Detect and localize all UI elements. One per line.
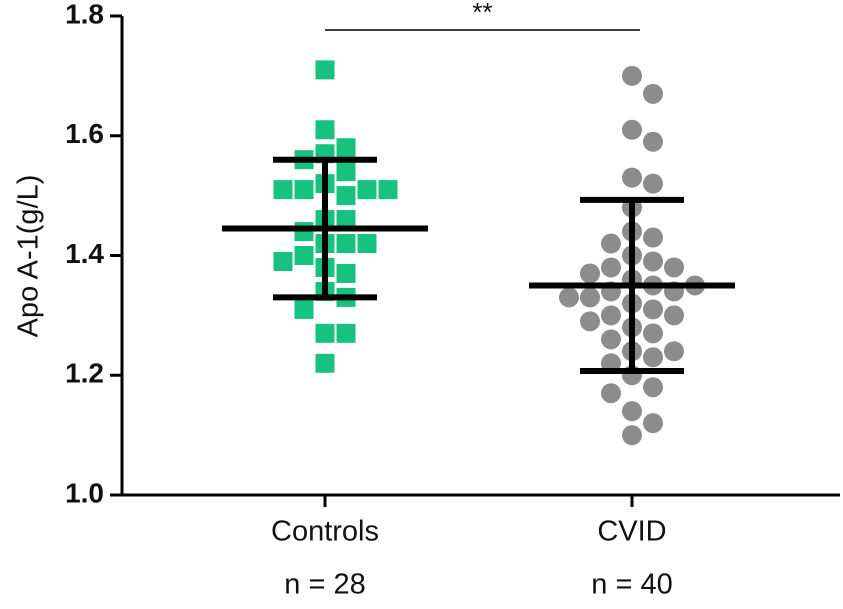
significance-label: ** (472, 0, 492, 27)
x-tick-label: CVID (597, 516, 666, 548)
point (643, 347, 663, 368)
point (559, 287, 579, 308)
point (643, 131, 663, 152)
point (622, 65, 642, 86)
point (664, 341, 684, 362)
point (622, 425, 642, 446)
point (664, 305, 684, 326)
point (580, 287, 600, 308)
point (622, 167, 642, 188)
point (315, 60, 335, 80)
point (357, 180, 377, 200)
point (643, 251, 663, 272)
point (273, 251, 293, 271)
point (580, 311, 600, 332)
y-tick-label: 1.0 (65, 477, 104, 508)
point (643, 227, 663, 248)
point (601, 305, 621, 326)
y-tick-label: 1.2 (65, 358, 104, 389)
n-label: n = 28 (284, 569, 365, 601)
point (294, 246, 314, 265)
point (601, 329, 621, 350)
point (601, 233, 621, 254)
point (315, 353, 335, 373)
point (378, 180, 398, 200)
point (294, 299, 314, 319)
point (601, 383, 621, 404)
point (643, 413, 663, 434)
point (315, 323, 335, 343)
point (622, 119, 642, 140)
point (643, 299, 663, 320)
n-label: n = 40 (591, 569, 672, 601)
point (315, 120, 335, 140)
point (664, 257, 684, 278)
point (273, 180, 293, 200)
y-tick-label: 1.4 (65, 238, 104, 269)
y-tick-label: 1.8 (65, 0, 104, 29)
point (643, 83, 663, 104)
x-tick-label: Controls (271, 516, 379, 548)
y-axis-label: Apo A-1(g/L) (13, 175, 45, 338)
y-tick-label: 1.6 (65, 118, 104, 149)
point (357, 234, 377, 254)
point (622, 401, 642, 422)
point (294, 180, 314, 200)
point (643, 173, 663, 194)
point (643, 323, 663, 344)
point (336, 138, 356, 158)
point (336, 323, 356, 343)
point (643, 377, 663, 398)
point (336, 186, 356, 206)
point (336, 210, 356, 230)
point (336, 234, 356, 254)
point (580, 263, 600, 284)
point (601, 257, 621, 278)
point (336, 263, 356, 283)
point (336, 162, 356, 182)
